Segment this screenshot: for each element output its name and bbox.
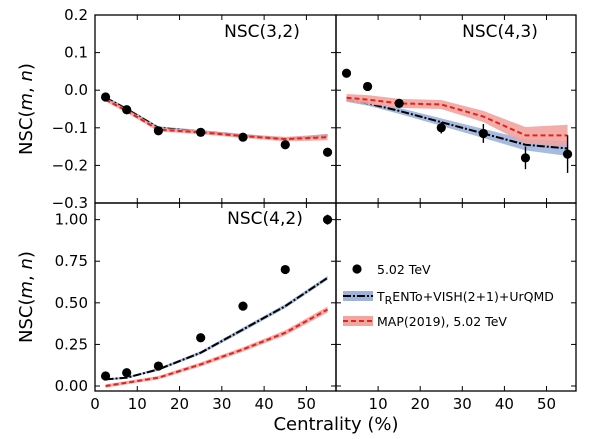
y-axis-label-top: NSC(m, n) bbox=[16, 63, 37, 155]
y-tick-label: −0.1 bbox=[52, 119, 88, 137]
legend-label-data: 5.02 TeV bbox=[377, 262, 431, 277]
legend: 5.02 TeV TRENTo+VISH(2+1)+UrQMD MAP(2019),… bbox=[343, 262, 554, 329]
panel-title: NSC(4,3) bbox=[462, 22, 538, 42]
y-tick-label: 0.25 bbox=[55, 335, 88, 353]
x-tick-label: 10 bbox=[369, 395, 388, 413]
data-point bbox=[100, 371, 111, 381]
data-point bbox=[153, 126, 164, 136]
data-point bbox=[322, 215, 333, 225]
data-point bbox=[322, 147, 333, 157]
data-point bbox=[341, 68, 352, 78]
x-tick-label: 40 bbox=[495, 395, 514, 413]
x-tick-label: 0 bbox=[90, 395, 100, 413]
y-axis-label-bottom: NSC(m, n) bbox=[16, 251, 37, 343]
data-point bbox=[122, 105, 132, 115]
x-tick-label: 30 bbox=[453, 395, 472, 413]
legend-label-map: MAP(2019), 5.02 TeV bbox=[377, 314, 507, 329]
y-tick-label: 1.00 bbox=[55, 211, 88, 229]
data-point bbox=[362, 81, 373, 92]
y-tick-label: 0.0 bbox=[64, 81, 88, 99]
data-point bbox=[520, 153, 531, 163]
legend-marker-data bbox=[352, 264, 362, 274]
panel-frame bbox=[335, 202, 577, 392]
data-point bbox=[394, 98, 404, 108]
y-tick-label: 0.75 bbox=[55, 252, 88, 270]
x-tick-label: 10 bbox=[128, 395, 147, 413]
map-line bbox=[105, 98, 328, 141]
plot-area bbox=[100, 92, 333, 157]
y-tick-label: 0.50 bbox=[55, 294, 88, 312]
data-point bbox=[196, 333, 206, 343]
data-point bbox=[196, 127, 206, 137]
data-point bbox=[436, 123, 446, 133]
map-band bbox=[105, 97, 328, 142]
trento-line bbox=[105, 277, 329, 381]
plot-area bbox=[100, 214, 333, 388]
data-point bbox=[562, 149, 573, 159]
y-tick-label: 0.00 bbox=[55, 377, 88, 395]
data-point bbox=[478, 128, 488, 139]
x-tick-label: 40 bbox=[255, 395, 274, 413]
x-tick-label: 30 bbox=[212, 395, 231, 413]
y-tick-label: 0.1 bbox=[64, 44, 88, 62]
data-point bbox=[280, 140, 290, 150]
panel-1: −0.3 −0.2 −0.1 0.0 0.1 0.2 NSC(3,2) bbox=[52, 6, 337, 212]
x-tick-label: 20 bbox=[411, 395, 430, 413]
data-point bbox=[153, 361, 164, 371]
x-axis-label: Centrality (%) bbox=[273, 414, 398, 435]
panel-title: NSC(4,2) bbox=[227, 209, 303, 229]
panel-2: NSC(4,3) bbox=[335, 14, 577, 204]
x-tick-label: 50 bbox=[297, 395, 316, 413]
legend-band-map bbox=[343, 316, 373, 326]
legend-label-trento: TRENTo+VISH(2+1)+UrQMD bbox=[376, 289, 554, 307]
data-point bbox=[100, 92, 111, 102]
map-line bbox=[346, 96, 568, 137]
map-line bbox=[105, 308, 329, 387]
panel-title: NSC(3,2) bbox=[224, 22, 300, 42]
y-tick-label: −0.2 bbox=[52, 156, 88, 174]
panel-3: 0.00 0.25 0.50 0.75 1.00 0 10 20 30 40 50 NSC(4,2) bbox=[55, 202, 337, 413]
plot-area bbox=[341, 68, 573, 173]
data-point bbox=[122, 368, 132, 378]
x-tick-label: 50 bbox=[537, 395, 556, 413]
y-tick-label: 0.2 bbox=[64, 6, 88, 24]
y-tick-label: −0.3 bbox=[52, 194, 88, 212]
data-point bbox=[280, 264, 290, 275]
x-tick-label: 20 bbox=[170, 395, 189, 413]
data-point bbox=[238, 132, 248, 142]
data-point bbox=[238, 301, 248, 311]
